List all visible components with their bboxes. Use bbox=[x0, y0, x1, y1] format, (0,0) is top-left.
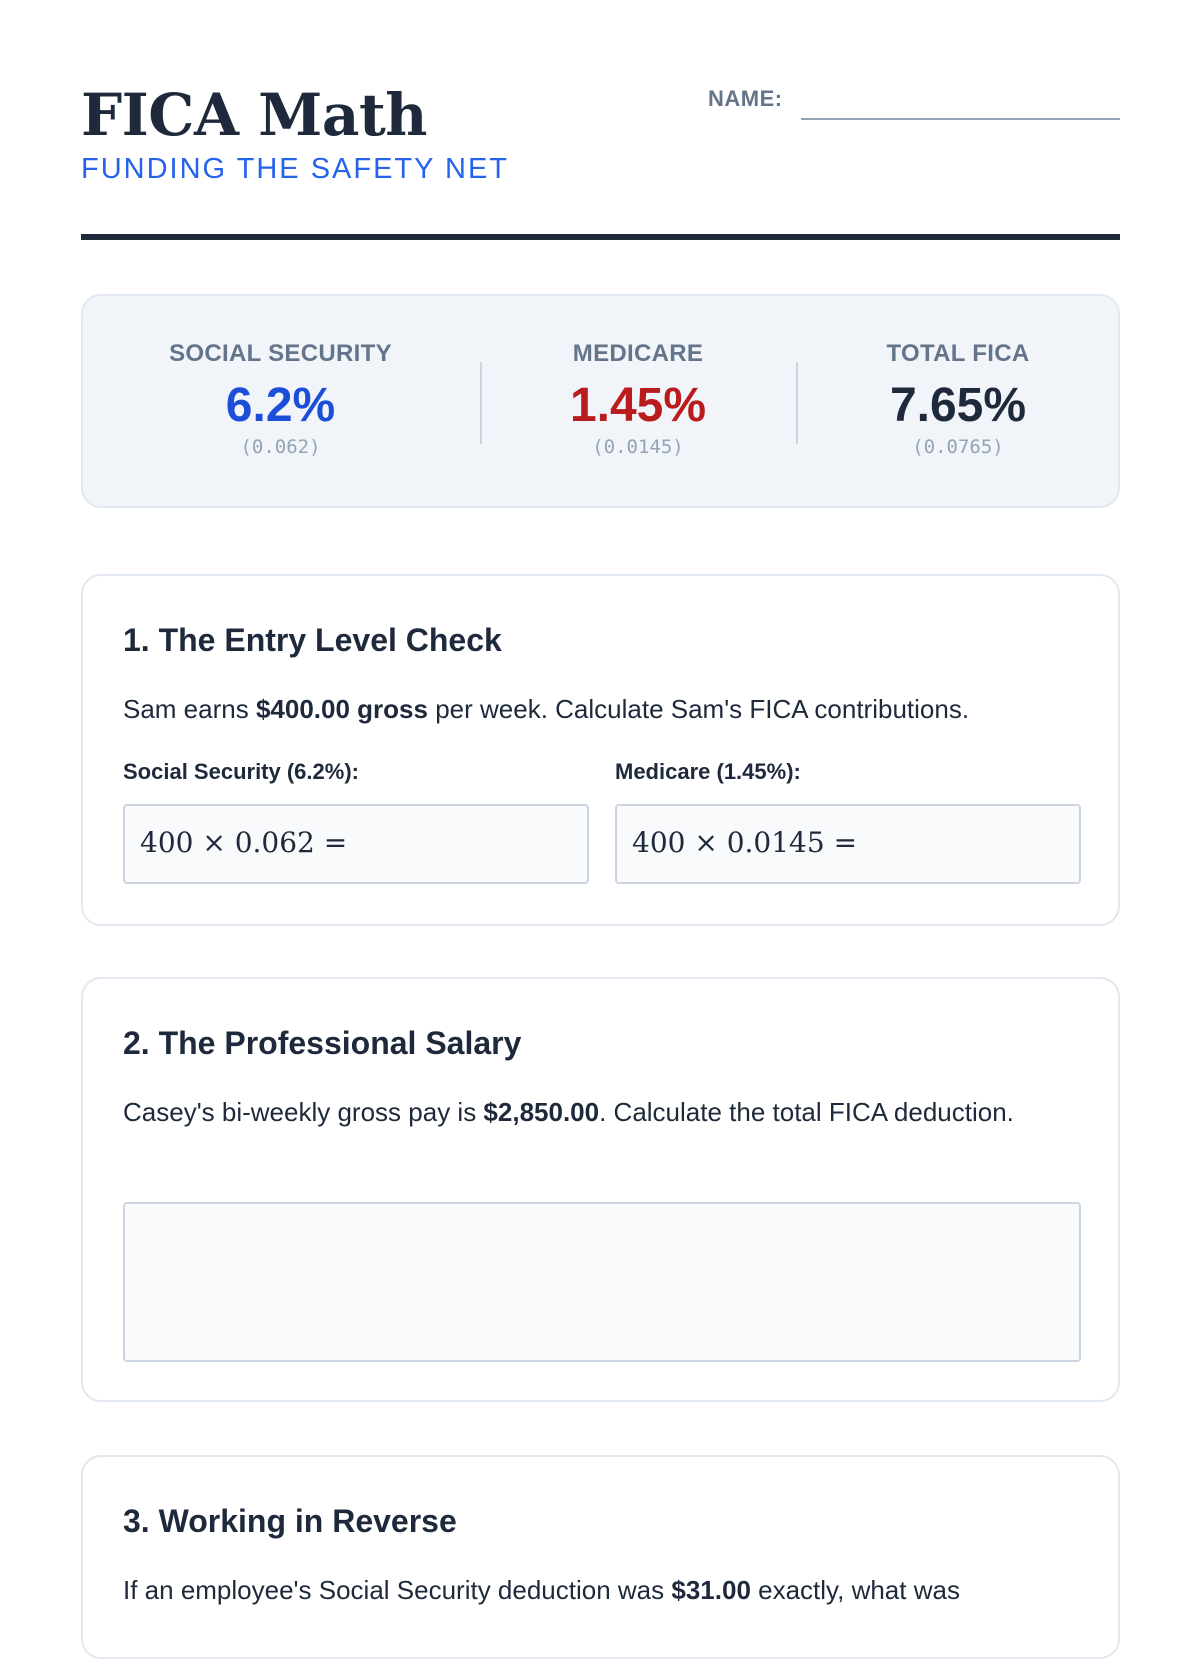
page-title: FICA Math bbox=[81, 81, 427, 149]
rate-label: SOCIAL SECURITY bbox=[169, 340, 392, 367]
rate-medicare: MEDICARE 1.45% (0.0145) bbox=[480, 296, 796, 506]
problem-title: 2. The Professional Salary bbox=[123, 1025, 522, 1061]
problem-text: Casey's bi-weekly gross pay is $2,850.00… bbox=[123, 1092, 1083, 1132]
problem-text: If an employee's Social Security deducti… bbox=[123, 1570, 1083, 1610]
worksheet-page: FICA Math FUNDING THE SAFETY NET NAME: S… bbox=[81, 0, 1120, 1659]
problem-card-1: 1. The Entry Level Check Sam earns $400.… bbox=[81, 574, 1120, 926]
rate-divider bbox=[480, 362, 482, 444]
name-label: NAME: bbox=[708, 86, 783, 111]
problem-text-part: . Calculate the total FICA deduction. bbox=[599, 1097, 1014, 1127]
problem-text-emphasis: $31.00 bbox=[671, 1575, 751, 1605]
rate-label: TOTAL FICA bbox=[886, 340, 1030, 367]
problem-title: 3. Working in Reverse bbox=[123, 1503, 457, 1539]
page-subtitle: FUNDING THE SAFETY NET bbox=[81, 153, 510, 185]
total-fica-answer-box[interactable] bbox=[123, 1202, 1081, 1362]
medicare-answer-box[interactable]: 400 × 0.0145 = bbox=[615, 804, 1081, 884]
problem-text-part: Sam earns bbox=[123, 694, 256, 724]
rate-decimal: (0.062) bbox=[240, 436, 321, 458]
rate-value: 1.45% bbox=[569, 379, 707, 432]
rate-total-fica: TOTAL FICA 7.65% (0.0765) bbox=[798, 296, 1118, 506]
social-security-field-label: Social Security (6.2%): bbox=[123, 759, 359, 784]
problem-text-part: If an employee's Social Security deducti… bbox=[123, 1575, 672, 1605]
social-security-answer-box[interactable]: 400 × 0.062 = bbox=[123, 804, 589, 884]
rate-value: 6.2% bbox=[225, 379, 336, 432]
medicare-field-label: Medicare (1.45%): bbox=[615, 759, 801, 784]
rates-summary-box: SOCIAL SECURITY 6.2% (0.062) MEDICARE 1.… bbox=[81, 294, 1120, 508]
rate-social-security: SOCIAL SECURITY 6.2% (0.062) bbox=[83, 296, 478, 506]
rate-value: 7.65% bbox=[889, 379, 1027, 432]
problem-text-part: Casey's bi-weekly gross pay is bbox=[123, 1097, 484, 1127]
rate-decimal: (0.0765) bbox=[912, 436, 1004, 458]
problem-text-part: per week. Calculate Sam's FICA contribut… bbox=[427, 694, 970, 724]
rate-label: MEDICARE bbox=[572, 340, 704, 367]
problem-card-3: 3. Working in Reverse If an employee's S… bbox=[81, 1455, 1120, 1659]
problem-card-2: 2. The Professional Salary Casey's bi-we… bbox=[81, 977, 1120, 1402]
medicare-expression: 400 × 0.0145 = bbox=[632, 826, 858, 859]
rate-divider bbox=[796, 362, 798, 444]
problem-text: Sam earns $400.00 gross per week. Calcul… bbox=[123, 689, 1083, 729]
header-divider bbox=[81, 234, 1120, 240]
worksheet-header: FICA Math FUNDING THE SAFETY NET NAME: bbox=[81, 0, 1120, 242]
problem-title: 1. The Entry Level Check bbox=[123, 622, 502, 658]
social-security-expression: 400 × 0.062 = bbox=[140, 826, 348, 859]
problem-text-emphasis: $400.00 gross bbox=[255, 694, 428, 724]
name-field[interactable] bbox=[801, 118, 1120, 120]
problem-text-part: exactly, what was bbox=[750, 1575, 960, 1605]
problem-text-emphasis: $2,850.00 bbox=[483, 1097, 600, 1127]
rate-decimal: (0.0145) bbox=[592, 436, 684, 458]
